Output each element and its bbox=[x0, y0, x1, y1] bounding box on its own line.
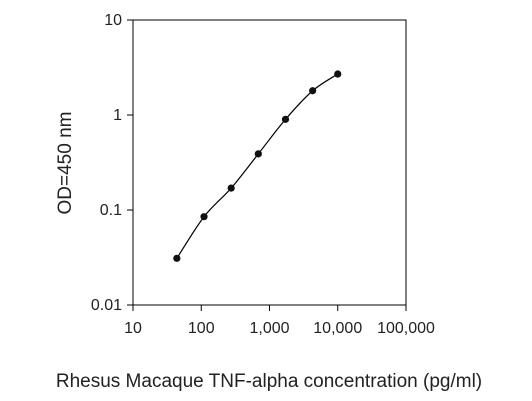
x-axis-title: Rhesus Macaque TNF-alpha concentration (… bbox=[56, 371, 482, 392]
y-tick-label: 0.1 bbox=[100, 202, 122, 219]
data-point bbox=[254, 150, 262, 158]
data-points bbox=[173, 70, 342, 262]
data-point bbox=[227, 184, 235, 192]
plot-frame bbox=[132, 19, 407, 306]
data-point bbox=[281, 115, 290, 123]
data-point bbox=[334, 70, 342, 78]
y-axis: 0.01 0.1 1 10 bbox=[91, 12, 133, 314]
data-point bbox=[309, 87, 317, 95]
x-tick-label: 10,000 bbox=[313, 320, 362, 337]
x-tick-label: 100 bbox=[188, 320, 215, 337]
data-point bbox=[200, 213, 208, 221]
y-tick-label: 10 bbox=[104, 12, 122, 29]
series-line bbox=[176, 73, 339, 259]
y-tick-label: 1 bbox=[113, 107, 122, 124]
data-point bbox=[173, 254, 181, 262]
y-tick-label: 0.01 bbox=[91, 297, 122, 314]
x-tick-label: 1,000 bbox=[249, 320, 289, 337]
y-axis-title: OD=450 nm bbox=[55, 112, 76, 215]
x-axis: 10 100 1,000 10,000 100,000 bbox=[124, 305, 435, 337]
x-tick-label: 100,000 bbox=[377, 320, 435, 337]
x-tick-label: 10 bbox=[124, 320, 142, 337]
